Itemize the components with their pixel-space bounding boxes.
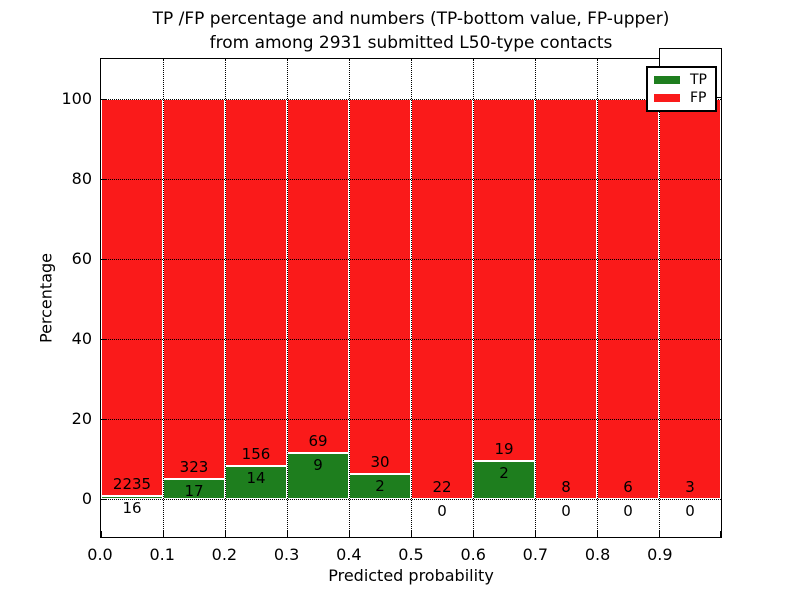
fp-count-label: 8 bbox=[561, 478, 571, 496]
x-tick-label: 0.9 bbox=[647, 545, 673, 564]
grid-line-vertical bbox=[659, 59, 660, 537]
tp-count-label: 0 bbox=[561, 502, 571, 520]
fp-bar-segment bbox=[101, 99, 163, 497]
grid-line-horizontal bbox=[101, 419, 721, 420]
fp-count-label: 3 bbox=[685, 478, 695, 496]
tp-bar-segment bbox=[287, 452, 349, 499]
fp-bar-segment bbox=[535, 99, 597, 499]
legend-item: FP bbox=[648, 90, 715, 106]
legend-swatch-fp-icon bbox=[654, 94, 680, 102]
grid-line-vertical bbox=[411, 59, 412, 537]
fp-count-label: 69 bbox=[308, 431, 328, 450]
fp-count-label: 323 bbox=[179, 458, 209, 476]
grid-line-vertical bbox=[225, 59, 226, 537]
fp-bar-segment bbox=[597, 99, 659, 499]
y-tick-label: 100 bbox=[61, 89, 92, 108]
x-tick-label: 0.1 bbox=[149, 545, 175, 564]
tp-bar-segment bbox=[101, 496, 163, 499]
legend-item: TP bbox=[648, 72, 715, 88]
fp-count-label: 22 bbox=[432, 478, 452, 496]
tp-count-label: 0 bbox=[437, 502, 447, 520]
x-axis-label: Predicted probability bbox=[328, 566, 494, 585]
grid-line-vertical bbox=[287, 59, 288, 537]
chart-title-line-1: TP /FP percentage and numbers (TP-bottom… bbox=[152, 9, 670, 29]
chart-title-line-2: from among 2931 submitted L50-type conta… bbox=[209, 33, 613, 53]
grid-line-horizontal bbox=[101, 99, 721, 100]
plot-area: 2235 16 323 17 156 14 69 9 30 2 22 0 19 2 8 0 6 0 3 0 bbox=[100, 58, 722, 538]
tp-count-label: 2 bbox=[375, 477, 385, 495]
tp-count-label: 14 bbox=[246, 469, 266, 488]
tp-count-label: 17 bbox=[184, 482, 204, 500]
fp-bar-segment bbox=[287, 99, 349, 453]
x-tick-mark bbox=[101, 531, 102, 537]
tp-count-label: 9 bbox=[313, 455, 323, 474]
grid-line-vertical bbox=[349, 59, 350, 537]
x-tick-mark bbox=[163, 531, 164, 537]
x-tick-label: 0.2 bbox=[211, 545, 238, 564]
x-tick-label: 0.0 bbox=[87, 545, 113, 564]
fp-bar-segment bbox=[473, 99, 535, 461]
legend-swatch-tp-icon bbox=[654, 76, 680, 84]
x-tick-mark bbox=[535, 531, 536, 537]
fp-bar-segment bbox=[349, 99, 411, 474]
x-tick-label: 0.7 bbox=[522, 545, 549, 564]
fp-bar-segment bbox=[163, 99, 225, 479]
fp-bar-segment bbox=[659, 99, 721, 499]
tp-count-label: 2 bbox=[499, 463, 509, 482]
y-tick-mark bbox=[101, 499, 107, 500]
y-tick-mark bbox=[101, 339, 107, 340]
x-tick-label: 0.8 bbox=[584, 545, 611, 564]
y-tick-label: 80 bbox=[71, 169, 92, 188]
tp-bar-segment bbox=[225, 466, 287, 499]
y-tick-label: 40 bbox=[71, 329, 92, 348]
grid-line-vertical bbox=[473, 59, 474, 537]
fp-count-label: 30 bbox=[370, 453, 390, 471]
fp-count-label: 6 bbox=[623, 478, 633, 496]
grid-line-horizontal bbox=[101, 339, 721, 340]
x-tick-label: 0.4 bbox=[336, 545, 362, 564]
grid-line-vertical bbox=[163, 59, 164, 537]
legend: TP FP bbox=[646, 66, 717, 112]
tp-count-label: 0 bbox=[623, 502, 633, 520]
x-tick-mark bbox=[473, 531, 474, 537]
x-tick-label: 0.6 bbox=[460, 545, 486, 564]
y-tick-label: 0 bbox=[81, 489, 92, 508]
y-tick-mark bbox=[101, 99, 107, 100]
y-tick-mark bbox=[101, 419, 107, 420]
tp-count-label: 16 bbox=[122, 499, 142, 518]
fp-count-label: 19 bbox=[494, 439, 514, 458]
tp-count-label: 0 bbox=[685, 502, 695, 520]
y-tick-label: 20 bbox=[71, 409, 92, 428]
grid-line-horizontal bbox=[101, 499, 721, 500]
x-tick-mark bbox=[411, 531, 412, 537]
grid-line-horizontal bbox=[101, 259, 721, 260]
x-tick-mark bbox=[287, 531, 288, 537]
legend-label: FP bbox=[690, 90, 707, 106]
x-tick-mark bbox=[659, 531, 660, 537]
grid-line-vertical bbox=[535, 59, 536, 537]
legend-label: TP bbox=[690, 72, 707, 88]
x-tick-mark bbox=[720, 531, 721, 537]
y-tick-mark bbox=[101, 179, 107, 180]
x-tick-mark bbox=[597, 531, 598, 537]
x-tick-label: 0.5 bbox=[398, 545, 424, 564]
fp-count-label: 156 bbox=[241, 445, 271, 464]
chart-title: TP /FP percentage and numbers (TP-bottom… bbox=[100, 7, 722, 55]
grid-line-horizontal bbox=[101, 179, 721, 180]
x-tick-mark bbox=[225, 531, 226, 537]
fp-bar-segment bbox=[225, 99, 287, 467]
grid-line-vertical bbox=[597, 59, 598, 537]
x-tick-mark bbox=[349, 531, 350, 537]
fp-count-label: 2235 bbox=[112, 475, 152, 494]
fp-bar-segment bbox=[411, 99, 473, 499]
x-tick-label: 0.3 bbox=[273, 545, 300, 564]
y-tick-label: 60 bbox=[71, 249, 92, 268]
y-tick-mark bbox=[101, 259, 107, 260]
